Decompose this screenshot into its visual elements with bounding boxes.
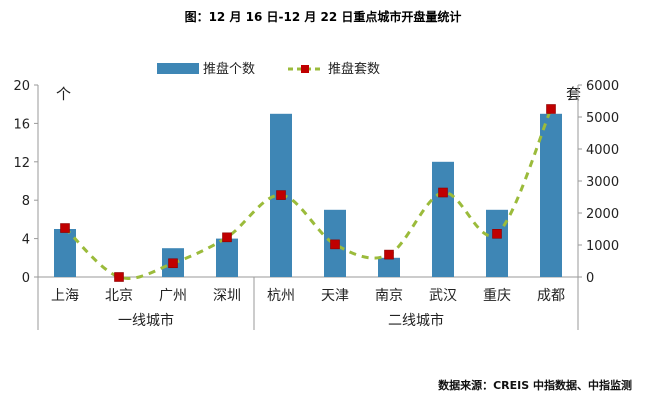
line-point	[276, 190, 286, 200]
line-point	[546, 104, 556, 114]
line-point	[168, 258, 178, 269]
category-label: 杭州	[267, 288, 295, 304]
category-label: 北京	[105, 288, 133, 304]
bar	[216, 238, 238, 277]
right-tick-label: 1000	[586, 239, 619, 254]
right-tick-label: 4000	[586, 143, 619, 158]
series-line	[63, 108, 553, 280]
right-tick-label: 0	[586, 271, 594, 286]
data-source: 数据来源：CREIS 中指数据、中指监测	[438, 378, 632, 392]
legend-bar-label: 推盘个数	[203, 61, 255, 77]
right-tick-label: 3000	[586, 175, 619, 190]
group-label: 一线城市	[118, 312, 174, 329]
category-label: 上海	[51, 288, 79, 304]
left-axis-unit: 个	[56, 85, 71, 103]
line-point	[330, 239, 340, 250]
bar	[378, 257, 400, 277]
category-label: 天津	[321, 288, 349, 304]
legend-line-marker	[301, 65, 309, 73]
line-point	[438, 187, 448, 198]
line-point	[114, 272, 124, 282]
left-tick-label: 12	[13, 156, 30, 171]
category-label: 成都	[537, 288, 565, 304]
left-tick-label: 8	[22, 194, 30, 209]
line-point	[492, 229, 502, 239]
bar-series	[54, 113, 562, 277]
line-point	[60, 223, 70, 233]
legend: 推盘个数 推盘套数	[157, 61, 380, 77]
category-label: 深圳	[213, 288, 241, 304]
left-tick-label: 20	[13, 79, 30, 94]
line-point	[222, 232, 232, 243]
left-tick-label: 0	[22, 271, 30, 286]
group-label: 二线城市	[388, 312, 444, 329]
bar	[540, 113, 562, 277]
legend-line-label: 推盘套数	[328, 61, 380, 77]
category-label: 南京	[375, 288, 403, 304]
right-tick-label: 5000	[586, 111, 619, 126]
left-tick-label: 16	[13, 117, 30, 132]
bar	[432, 161, 454, 277]
category-label: 重庆	[483, 288, 511, 304]
bar	[54, 229, 76, 277]
line-series	[60, 104, 556, 282]
category-label: 广州	[159, 288, 187, 304]
bar	[486, 209, 508, 277]
chart-title: 图：12 月 16 日-12 月 22 日重点城市开盘量统计	[185, 9, 462, 24]
axes: 0 4 8 12 16 20 0 1000 2000 3000 4000 5000 6000	[13, 79, 619, 330]
category-label: 武汉	[429, 288, 457, 304]
legend-bar-swatch	[157, 63, 199, 74]
right-tick-label: 6000	[586, 79, 619, 94]
right-axis-unit: 套	[566, 85, 581, 103]
line-point	[384, 249, 394, 260]
right-tick-label: 2000	[586, 207, 619, 222]
left-tick-label: 4	[22, 233, 30, 248]
